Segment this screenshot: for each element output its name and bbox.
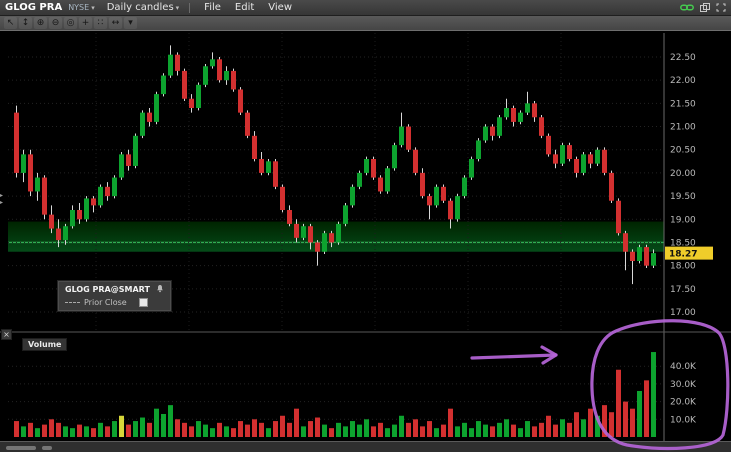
cropped-label-fragment	[42, 446, 52, 450]
prior-close-checkbox[interactable]	[138, 298, 148, 307]
menubar: GLOG PRA NYSE ▾ Daily candles ▾ File Edi…	[0, 0, 731, 16]
exchange-dropdown[interactable]: NYSE ▾	[68, 3, 95, 12]
measure-icon[interactable]: ↔	[109, 17, 122, 29]
target-icon[interactable]: ◎	[64, 17, 77, 29]
window-controls	[680, 3, 726, 12]
volume-axis-tick: 30.0K	[670, 380, 697, 390]
cropped-label-fragment	[6, 446, 36, 450]
price-axis-tick: 21.50	[670, 99, 696, 109]
price-axis-tick: 22.50	[670, 53, 696, 63]
link-icon[interactable]	[680, 3, 694, 12]
price-axis-tick: 20.50	[670, 146, 696, 156]
symbol-label: GLOG PRA	[5, 2, 63, 13]
price-axis-tick: 18.50	[670, 238, 696, 248]
chevron-down-icon: ▾	[175, 3, 180, 12]
statusbar-cropped	[0, 441, 731, 452]
price-axis-tick: 22.00	[670, 76, 696, 86]
close-pane-icon[interactable]: ×	[1, 329, 12, 340]
price-axis-tick: 19.50	[670, 192, 696, 202]
expand-icon[interactable]	[716, 3, 726, 12]
popout-icon[interactable]	[700, 3, 710, 12]
price-axis-tick: 18.00	[670, 262, 696, 272]
volume-axis-tick: 40.0K	[670, 362, 697, 372]
price-axis-tick: 17.00	[670, 308, 696, 318]
zoom-out-icon[interactable]: ⊖	[49, 17, 62, 29]
menu-view[interactable]: View	[268, 2, 293, 13]
exchange-label: NYSE	[68, 3, 90, 12]
prior-close-label: Prior Close	[84, 298, 127, 307]
menu-edit[interactable]: Edit	[234, 2, 255, 13]
chevron-down-icon: ▾	[91, 3, 95, 12]
last-price-tag: 18.27	[669, 250, 697, 260]
crosshair-icon[interactable]: +	[79, 17, 92, 29]
legend-title: GLOG PRA@SMART	[65, 285, 150, 294]
chart-legend: GLOG PRA@SMART Prior Close	[57, 280, 172, 312]
left-edge-handle-icon[interactable]: ▸ ▸	[0, 192, 4, 206]
chart-toolbar: ↖ ↕ ⊕ ⊖ ◎ + ∷ ↔ ▾	[0, 16, 731, 31]
volume-axis-tick: 20.0K	[670, 398, 697, 408]
menu-file[interactable]: File	[204, 2, 221, 13]
volume-pane-label: Volume	[22, 338, 68, 351]
cursor-tool-icon[interactable]: ↖	[4, 17, 17, 29]
alert-bell-icon[interactable]	[156, 284, 164, 295]
price-axis-tick: 19.00	[670, 215, 696, 225]
price-axis-tick: 21.00	[670, 123, 696, 133]
period-dropdown[interactable]: Daily candles ▾	[107, 2, 179, 13]
menubar-separator	[189, 2, 191, 13]
tools-dropdown-icon[interactable]: ▾	[124, 17, 137, 29]
pan-tool-icon[interactable]: ↕	[19, 17, 32, 29]
price-axis-tick: 17.50	[670, 285, 696, 295]
zoom-in-icon[interactable]: ⊕	[34, 17, 47, 29]
price-axis-tick: 20.00	[670, 169, 696, 179]
period-label: Daily candles	[106, 2, 174, 13]
prior-close-line-sample	[65, 302, 80, 303]
grid-dots-icon[interactable]: ∷	[94, 17, 107, 29]
volume-axis-tick: 10.0K	[670, 415, 697, 425]
